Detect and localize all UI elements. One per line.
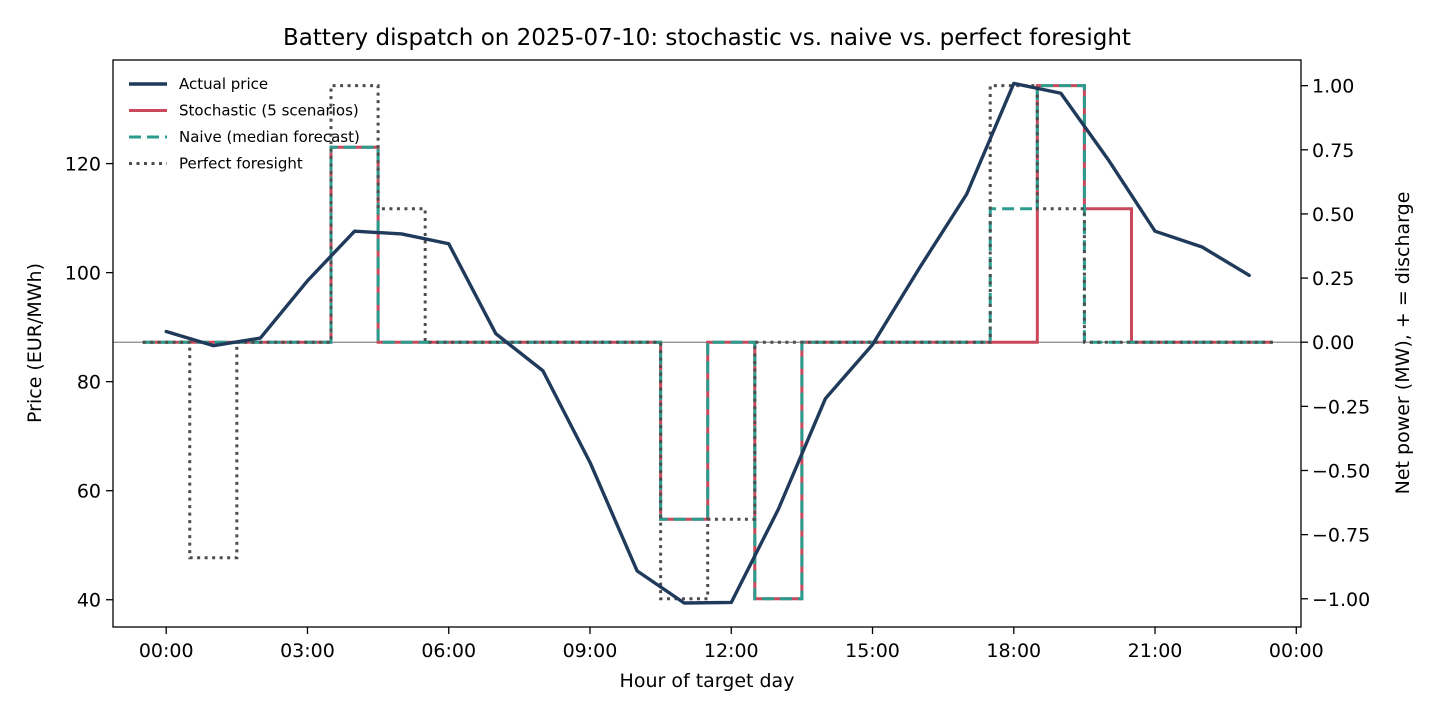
y-left-tick-label: 100 <box>65 263 101 285</box>
x-tick-label: 06:00 <box>421 640 476 662</box>
plot-frame <box>112 59 1302 628</box>
x-tick-label: 09:00 <box>563 640 618 662</box>
x-tick-label: 03:00 <box>280 640 335 662</box>
y-axis-left-label: Price (EUR/MWh) <box>24 263 46 423</box>
y-right-tick-label: 0.50 <box>1312 204 1354 226</box>
dispatch-series-2 <box>142 84 1273 601</box>
y-axis-right-label: Net power (MW), + = discharge <box>1392 192 1414 495</box>
legend-label-3: Naive (median forecast) <box>179 128 360 146</box>
y-right-tick-label: 0.25 <box>1312 268 1354 290</box>
y-right-tick-label: 0.00 <box>1312 332 1354 354</box>
legend: Actual price Stochastic (5 scenarios) Naiv… <box>129 75 360 173</box>
y-left-tick-label: 60 <box>77 481 101 503</box>
y-left-tick-label: 80 <box>77 372 101 394</box>
y-right-tick-label: −0.25 <box>1312 396 1370 418</box>
y-right-tick-label: 0.75 <box>1312 140 1354 162</box>
y-right-tick-label: 1.00 <box>1312 76 1354 98</box>
x-tick-label: 00:00 <box>1269 640 1324 662</box>
x-tick-label: 15:00 <box>845 640 900 662</box>
plot-area: 00:00 03:00 06:00 09:00 12:00 15:00 18:00 21:00… <box>65 59 1370 662</box>
x-tick-label: 21:00 <box>1128 640 1183 662</box>
chart-title: Battery dispatch on 2025-07-10: stochast… <box>283 25 1131 51</box>
x-tick-label: 18:00 <box>986 640 1041 662</box>
y-right-tick-label: −1.00 <box>1312 589 1370 611</box>
legend-label-2: Stochastic (5 scenarios) <box>179 102 359 120</box>
legend-label-4: Perfect foresight <box>179 155 303 173</box>
x-tick-label: 00:00 <box>139 640 194 662</box>
dispatch-series-3 <box>142 84 1273 601</box>
price-line <box>164 81 1251 605</box>
y-right-tick-label: −0.50 <box>1312 460 1370 482</box>
legend-label-1: Actual price <box>179 75 268 93</box>
x-axis-label: Hour of target day <box>620 670 795 692</box>
y-right-tick-label: −0.75 <box>1312 525 1370 547</box>
y-left-tick-label: 120 <box>65 154 101 176</box>
x-tick-label: 12:00 <box>704 640 759 662</box>
y-left-tick-label: 40 <box>77 590 101 612</box>
